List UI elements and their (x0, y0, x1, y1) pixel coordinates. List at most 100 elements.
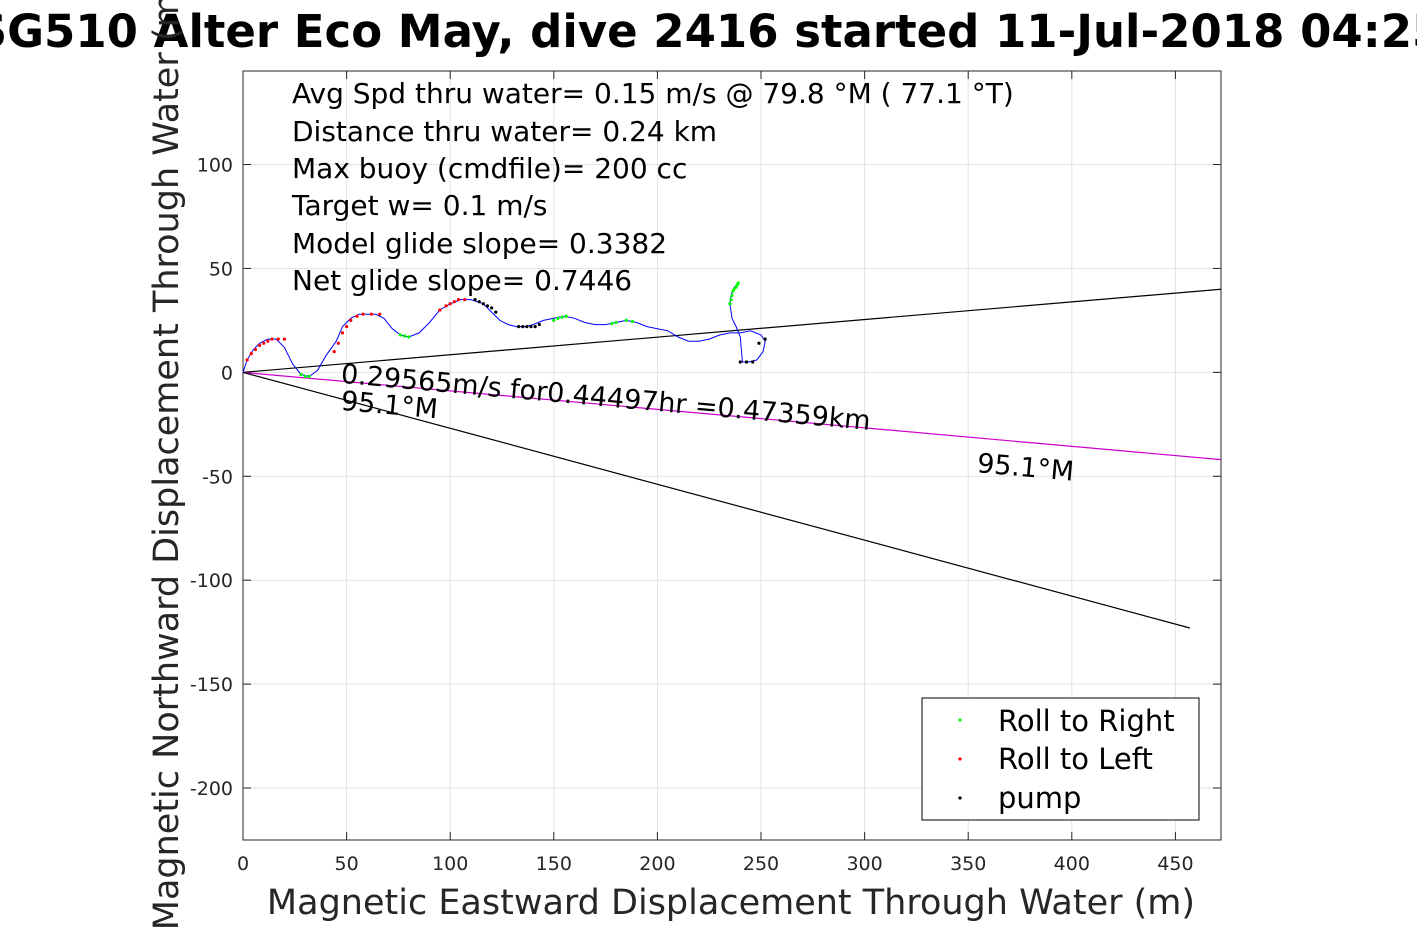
point-roll-to-right (732, 287, 736, 291)
point-roll-to-left (336, 341, 340, 345)
point-roll-to-left (349, 318, 353, 323)
point-pump (490, 306, 494, 310)
point-roll-to-left (245, 358, 249, 362)
point-roll-to-left (452, 300, 456, 304)
x-tick-label: 200 (639, 853, 675, 875)
y-axis-label: Magnetic Northward Displacement Through … (147, 0, 187, 930)
point-pump (525, 325, 529, 329)
track-line (242, 284, 766, 378)
point-roll-to-left (345, 325, 349, 329)
stat-target-w: Target w= 0.1 m/s (291, 189, 548, 222)
x-tick-label: 350 (950, 853, 986, 875)
point-roll-to-right (556, 316, 560, 320)
point-pump (494, 310, 498, 314)
x-tick-label: 50 (335, 853, 359, 875)
data-points (245, 281, 767, 379)
reference-lines (242, 288, 1222, 629)
x-tick-label: 300 (846, 853, 882, 875)
x-tick-label: 450 (1157, 853, 1193, 875)
legend-label-pump: pump (998, 781, 1081, 815)
x-axis-label: Magnetic Eastward Displacement Through W… (267, 883, 1195, 923)
point-roll-to-left (266, 339, 270, 343)
point-roll-to-right (398, 333, 403, 337)
point-pump (516, 325, 521, 329)
point-pump (537, 322, 541, 327)
point-roll-to-left (369, 312, 374, 316)
point-roll-to-right (614, 320, 618, 325)
point-roll-to-right (303, 374, 307, 379)
point-roll-to-right (564, 314, 568, 318)
point-roll-to-right (730, 293, 734, 298)
point-pump (757, 341, 761, 345)
point-roll-to-left (257, 343, 262, 347)
point-roll-to-right (736, 281, 740, 285)
stat-max-buoy: Max buoy (cmdfile)= 200 cc (292, 152, 687, 185)
y-tick-label: -100 (190, 570, 233, 592)
point-roll-to-left (378, 312, 382, 316)
point-roll-to-right (610, 321, 614, 326)
annotation-text: 95.1°M (976, 448, 1075, 487)
point-roll-to-left (340, 331, 345, 335)
point-roll-to-right (403, 334, 407, 338)
point-pump (738, 360, 742, 364)
point-pump (529, 325, 533, 329)
x-tick-label: 250 (743, 853, 779, 875)
point-pump (477, 300, 481, 304)
y-tick-label: -150 (190, 674, 233, 696)
grid (242, 71, 1221, 840)
point-roll-to-right (299, 372, 303, 377)
point-pump (521, 325, 525, 329)
stats-block: Avg Spd thru water= 0.15 m/s @ 79.8 °M (… (291, 77, 1014, 297)
point-roll-to-right (307, 374, 311, 379)
axis-ticks: 0 50 100 150 200 250 300 350 400 450 100 50 0 -50 -100… (190, 71, 1221, 875)
y-tick-label: -200 (190, 778, 233, 800)
point-roll-to-left (262, 341, 266, 345)
point-pump (751, 360, 755, 364)
point-roll-to-left (355, 314, 359, 318)
stat-distance: Distance thru water= 0.24 km (292, 115, 717, 148)
point-roll-to-left (270, 337, 274, 341)
point-roll-to-right (407, 335, 411, 339)
point-roll-to-left (276, 337, 280, 341)
point-roll-to-left (456, 298, 461, 302)
point-roll-to-left (253, 347, 258, 352)
stat-avg-speed: Avg Spd thru water= 0.15 m/s @ 79.8 °M (… (292, 77, 1014, 110)
point-roll-to-right (560, 315, 564, 319)
x-tick-label: 400 (1054, 853, 1090, 875)
x-tick-label: 100 (432, 853, 468, 875)
point-roll-to-left (282, 337, 287, 341)
point-roll-to-left (444, 304, 448, 308)
point-roll-to-right (728, 302, 732, 306)
point-pump (481, 302, 485, 306)
point-pump (485, 304, 490, 308)
point-pump (473, 298, 477, 302)
point-roll-to-right (630, 319, 635, 324)
point-roll-to-left (249, 352, 253, 356)
legend: Roll to Right Roll to Left pump (921, 697, 1200, 821)
legend-label-roll-left: Roll to Left (998, 742, 1153, 776)
point-roll-to-right (729, 298, 733, 302)
point-pump (763, 337, 767, 341)
point-roll-to-left (332, 349, 336, 354)
chart-title: SG510 Alter Eco May, dive 2416 started 1… (0, 5, 1417, 58)
legend-marker-pump (958, 796, 962, 800)
current-line (242, 371, 1222, 461)
y-tick-label: 50 (209, 258, 233, 280)
y-tick-label: 0 (221, 362, 233, 384)
x-tick-label: 150 (536, 853, 572, 875)
point-roll-to-left (361, 312, 365, 316)
x-tick-label: 0 (237, 853, 249, 875)
point-roll-to-left (448, 302, 452, 306)
stat-net-glide-slope: Net glide slope= 0.7446 (292, 264, 632, 297)
point-roll-to-right (624, 318, 628, 323)
point-pump (744, 360, 749, 364)
legend-marker-roll-right (958, 718, 962, 722)
plot-frame (242, 70, 1222, 841)
point-roll-to-left (463, 298, 467, 302)
stat-model-glide-slope: Model glide slope= 0.3382 (292, 227, 667, 260)
legend-box (921, 697, 1200, 821)
legend-marker-roll-left (958, 757, 962, 761)
point-roll-to-left (438, 308, 442, 312)
y-tick-label: -50 (202, 466, 233, 488)
